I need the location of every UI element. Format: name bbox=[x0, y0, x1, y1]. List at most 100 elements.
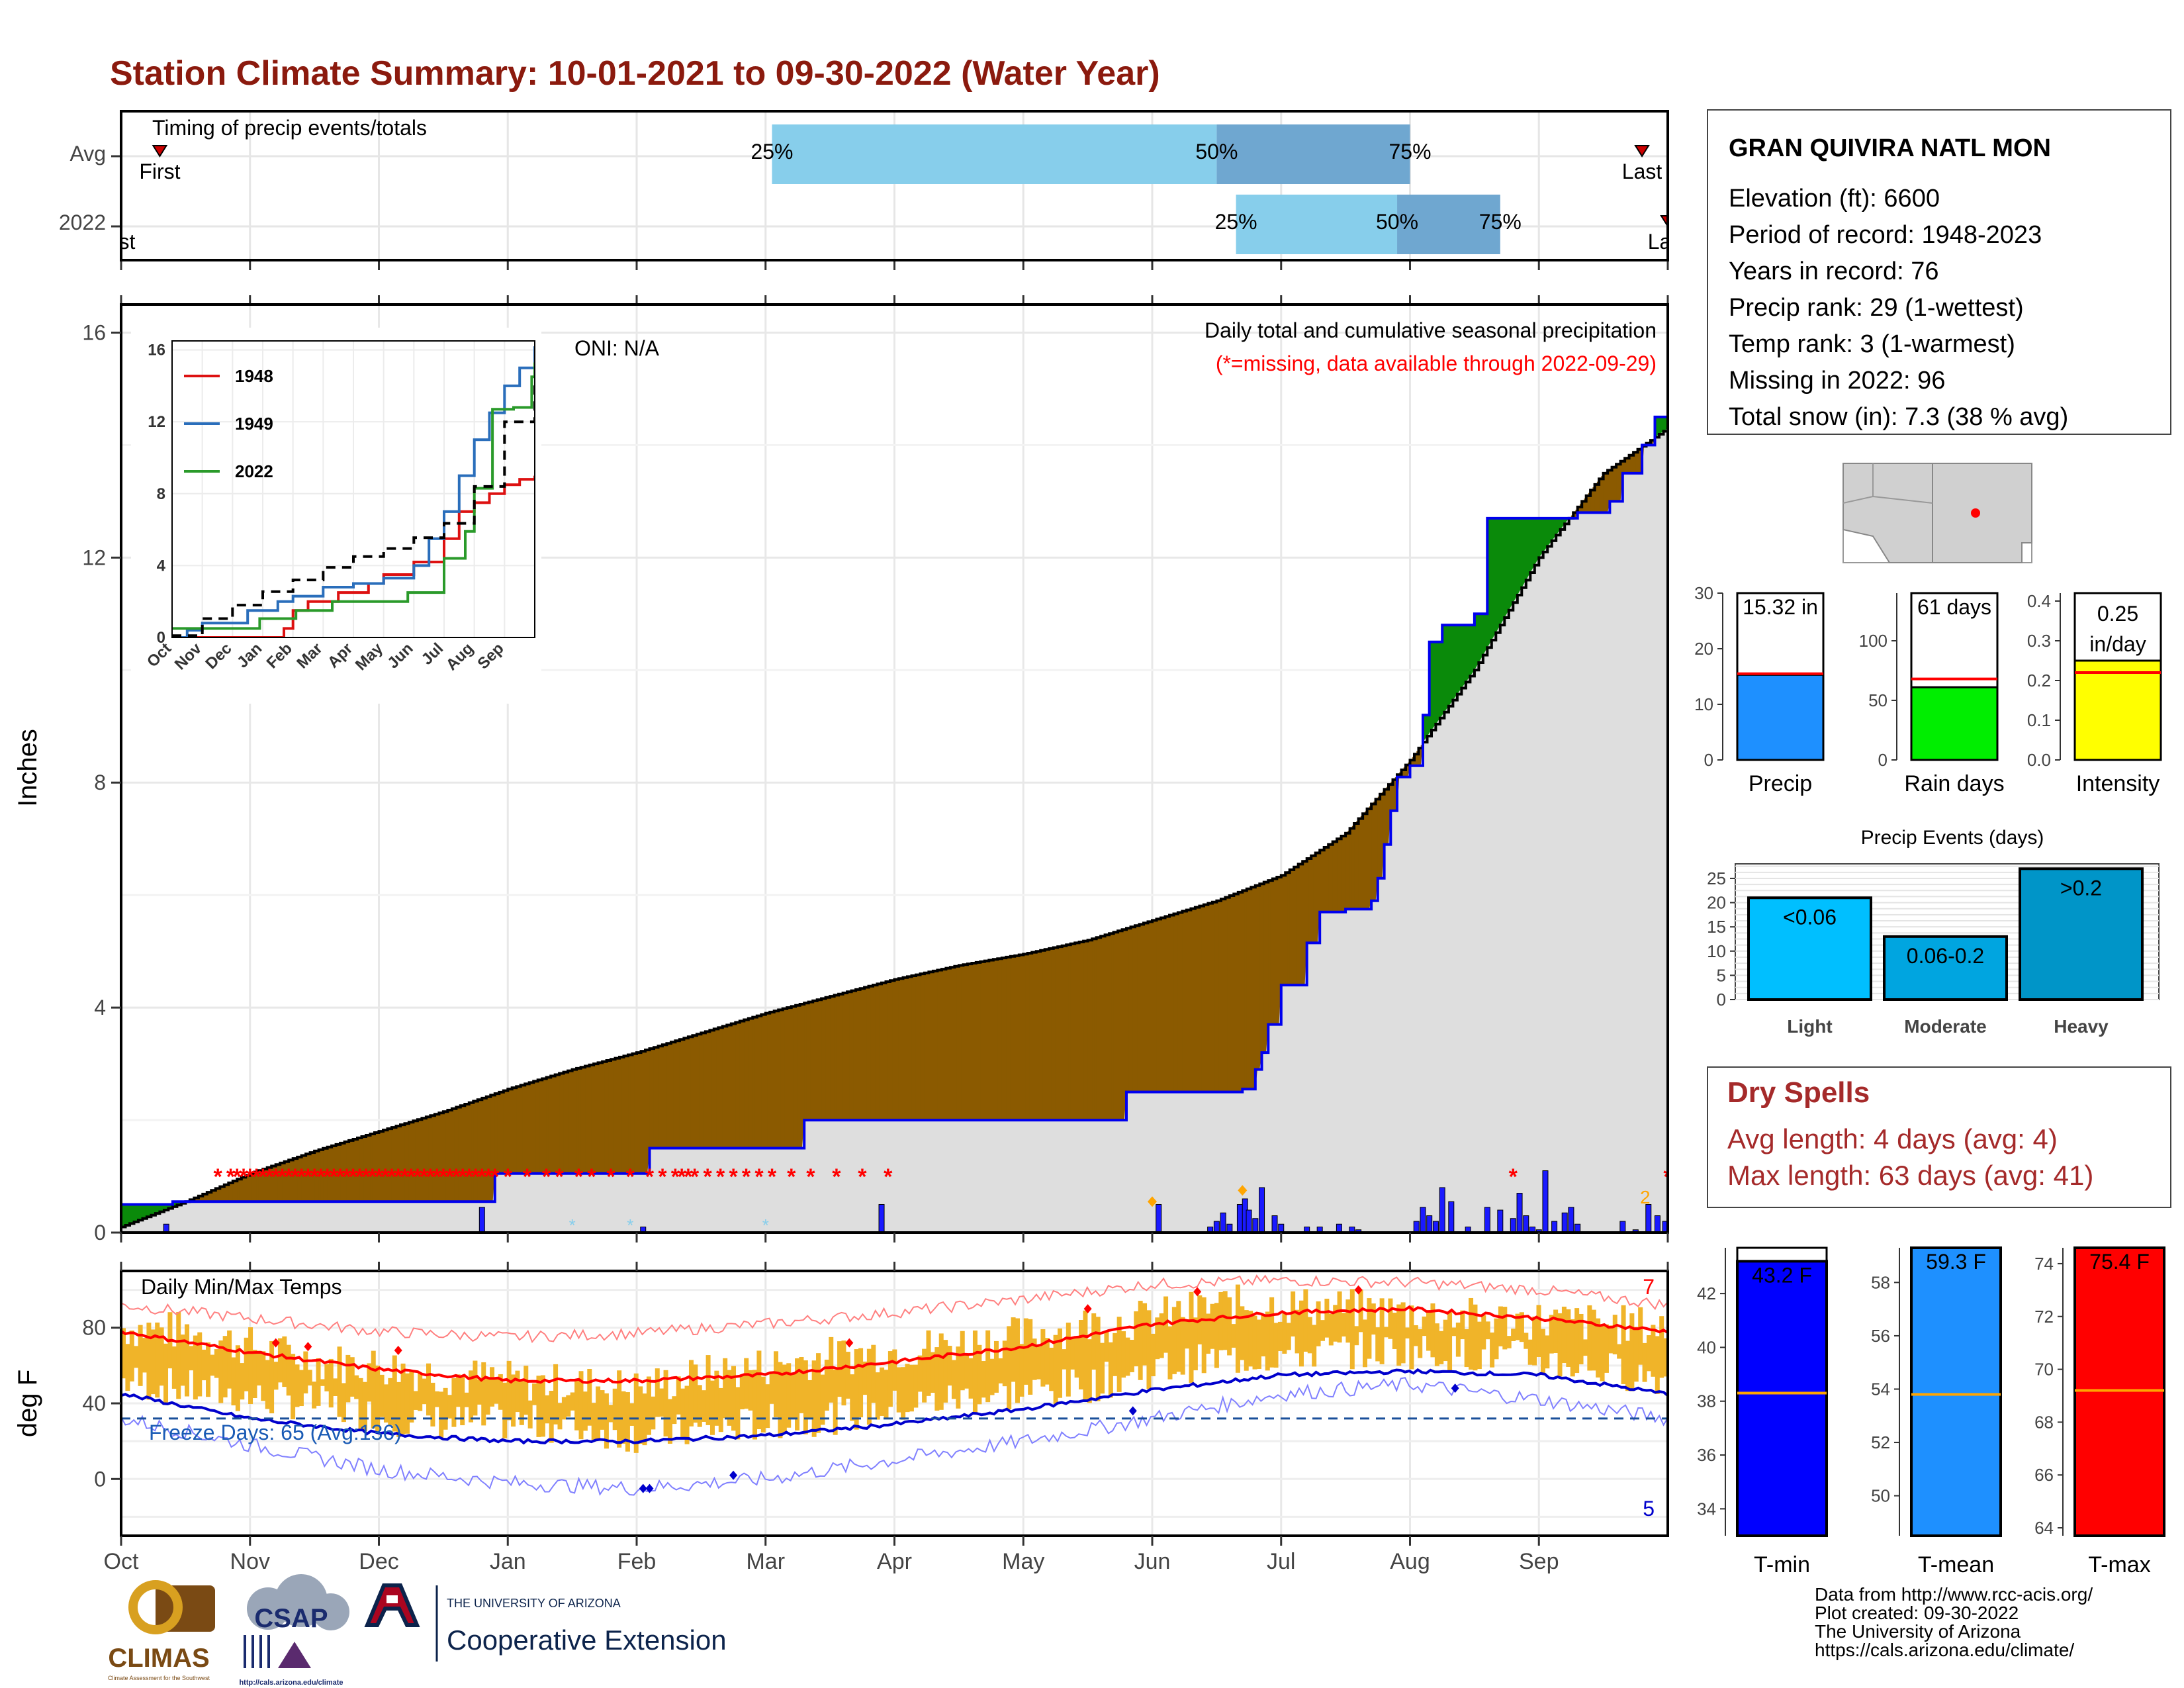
tbar-value-label: 59.3 F bbox=[1926, 1250, 1986, 1274]
surplus-fill bbox=[1477, 614, 1480, 667]
daily-temp-bar bbox=[138, 1325, 143, 1386]
daily-temp-bar bbox=[142, 1338, 148, 1373]
deficit-fill bbox=[370, 1134, 373, 1202]
daily-temp-bar bbox=[1498, 1306, 1503, 1346]
deficit-fill bbox=[1232, 894, 1235, 1092]
deficit-fill bbox=[282, 1162, 285, 1202]
daily-temp-bar bbox=[218, 1340, 224, 1403]
daily-temp-bar bbox=[1553, 1309, 1559, 1353]
daily-temp-bar bbox=[176, 1311, 181, 1399]
deficit-fill bbox=[1144, 923, 1147, 1092]
mini-ytick-label: 0 bbox=[1878, 750, 1888, 770]
deficit-fill bbox=[417, 1119, 420, 1202]
deficit-fill bbox=[817, 1000, 820, 1121]
daily-temp-bar bbox=[447, 1395, 453, 1419]
deficit-fill bbox=[391, 1127, 395, 1202]
surplus-fill bbox=[1479, 614, 1482, 663]
timing-bars: 25% 50% 75% First Last 25% 50% 75% First Last bbox=[121, 124, 1668, 254]
daily-temp-bar bbox=[1532, 1316, 1537, 1366]
deficit-fill bbox=[1042, 950, 1046, 1121]
deficit-fill bbox=[1177, 912, 1181, 1092]
deficit-fill bbox=[269, 1166, 273, 1202]
events-title: Precip Events (days) bbox=[1861, 827, 2044, 849]
deficit-fill bbox=[684, 1038, 687, 1149]
daily-temp-bar bbox=[519, 1381, 524, 1425]
deficit-fill bbox=[993, 959, 996, 1121]
inset-frame bbox=[171, 340, 535, 638]
deficit-fill bbox=[958, 965, 962, 1121]
deficit-fill bbox=[877, 984, 880, 1121]
csap-rain-lines bbox=[244, 1635, 270, 1668]
mini-bar-name: Intensity bbox=[2076, 771, 2160, 796]
daily-temp-bar bbox=[790, 1372, 796, 1419]
surplus-fill bbox=[1489, 518, 1492, 644]
deficit-fill bbox=[1651, 440, 1654, 445]
deficit-fill bbox=[1137, 925, 1140, 1092]
precip-ylabel: Inches bbox=[13, 729, 42, 807]
deficit-fill bbox=[1272, 878, 1275, 1025]
deficit-fill bbox=[789, 1007, 792, 1149]
deficit-fill bbox=[922, 973, 925, 1121]
deficit-fill bbox=[342, 1142, 345, 1202]
events-bar bbox=[1747, 896, 1872, 1001]
deficit-fill bbox=[924, 972, 927, 1121]
deficit-fill bbox=[1079, 941, 1082, 1121]
deficit-fill bbox=[722, 1026, 725, 1149]
daily-temp-bar bbox=[1409, 1305, 1414, 1370]
daily-temp-bar bbox=[1481, 1315, 1486, 1350]
deficit-fill bbox=[1089, 939, 1093, 1121]
deficit-fill bbox=[954, 966, 958, 1121]
deficit-fill bbox=[546, 1077, 549, 1174]
daily-temp-bar bbox=[396, 1382, 402, 1437]
deficit-fill bbox=[997, 959, 1001, 1121]
daily-temp-bar bbox=[1375, 1327, 1381, 1362]
timing-bar-50-75 bbox=[1397, 195, 1500, 254]
surplus-fill bbox=[161, 1204, 165, 1211]
daily-temp-bar bbox=[977, 1344, 982, 1405]
month-label: May bbox=[1002, 1549, 1044, 1574]
deficit-fill bbox=[1339, 837, 1342, 912]
daily-temp-bar bbox=[1604, 1324, 1609, 1373]
surplus-fill bbox=[1448, 625, 1451, 706]
missing-data-marker: * bbox=[413, 1164, 422, 1190]
deficit-fill bbox=[267, 1167, 270, 1202]
deficit-fill bbox=[432, 1115, 435, 1202]
mini-ytick-label: 0 bbox=[1704, 750, 1713, 770]
missing-data-marker: * bbox=[349, 1164, 358, 1190]
tbar-ytick-label: 40 bbox=[1697, 1337, 1716, 1357]
deficit-fill bbox=[864, 987, 868, 1121]
daily-temp-bar bbox=[993, 1340, 999, 1393]
daily-temp-bar bbox=[1252, 1315, 1257, 1370]
daily-temp-bar bbox=[697, 1385, 702, 1427]
climas-logo: CLIMAS Climate Assessment for the Southw… bbox=[108, 1580, 215, 1681]
deficit-fill bbox=[215, 1188, 218, 1202]
station-info-box: GRAN QUIVIRA NATL MON Elevation (ft): 66… bbox=[1707, 109, 2171, 435]
deficit-fill bbox=[984, 961, 987, 1121]
deficit-fill bbox=[463, 1105, 466, 1202]
deficit-fill bbox=[1203, 904, 1206, 1092]
deficit-fill bbox=[875, 984, 878, 1121]
daily-temp-bar bbox=[617, 1370, 622, 1448]
daily-temp-bar bbox=[1582, 1339, 1588, 1356]
daily-temp-bar bbox=[1536, 1305, 1541, 1357]
deficit-fill bbox=[286, 1160, 289, 1202]
daily-temp-bar bbox=[621, 1391, 626, 1444]
deficit-fill bbox=[203, 1194, 206, 1202]
daily-temp-bar bbox=[642, 1393, 647, 1446]
daily-temp-bar bbox=[807, 1380, 813, 1419]
deficit-fill bbox=[1124, 929, 1127, 1121]
deficit-fill bbox=[387, 1129, 390, 1202]
tbar-ytick-label: 74 bbox=[2034, 1254, 2054, 1274]
deficit-fill bbox=[1345, 833, 1349, 910]
daily-temp-bar bbox=[1337, 1291, 1342, 1343]
ua-logo: THE UNIVERSITY OF ARIZONA Cooperative Ex… bbox=[364, 1583, 727, 1662]
precip-plot-area: * ***************************************… bbox=[121, 372, 1668, 1233]
deficit-fill bbox=[737, 1021, 741, 1149]
deficit-fill bbox=[963, 964, 966, 1121]
deficit-fill bbox=[1261, 882, 1265, 1053]
deficit-fill bbox=[451, 1108, 455, 1202]
events-ytick-label: 10 bbox=[1707, 941, 1726, 961]
deficit-fill bbox=[1380, 794, 1383, 878]
precip-events-chart: Precip Events (days) 0 5 10 15 20 25 <0.06 Ligh… bbox=[1707, 827, 2160, 1037]
daily-temp-bar bbox=[718, 1387, 723, 1432]
